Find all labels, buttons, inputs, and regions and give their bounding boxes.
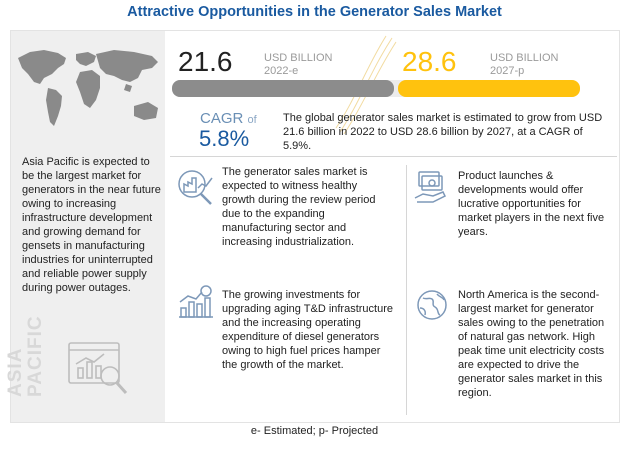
money-hand-icon — [414, 171, 447, 203]
world-map-icon — [18, 50, 158, 126]
market-2027-unit: USD BILLION 2027-p — [490, 52, 558, 78]
analytics-magnifier-icon — [68, 342, 128, 395]
market-2027-year: 2027-p — [490, 65, 525, 77]
market-2022-year: 2022-e — [264, 65, 299, 77]
market-2022-value: 21.6 — [178, 46, 233, 77]
highlight-manufacturing: The generator sales market is expected t… — [222, 166, 376, 248]
asia-pacific-label-line1: ASIA — [5, 347, 26, 397]
horizontal-divider — [170, 156, 617, 157]
cagr-label-text: CAGR — [200, 110, 244, 127]
highlight-product-launches: Product launches & developments would of… — [458, 170, 605, 238]
market-2022-unit-text: USD BILLION — [264, 52, 333, 64]
market-2022-unit: USD BILLION 2022-e — [264, 52, 332, 78]
cagr-value: 5.8% — [199, 126, 250, 151]
asia-pacific-description: Asia Pacific is expected to be the large… — [22, 156, 161, 294]
market-2022-bar-fill — [172, 80, 394, 97]
cagr-of-text: of — [247, 114, 257, 126]
highlight-north-america: North America is the second-largest mark… — [458, 289, 605, 399]
market-2027-unit-text: USD BILLION — [490, 52, 559, 64]
market-2027-bar-fill — [398, 80, 580, 97]
footnote: e- Estimated; p- Projected — [250, 425, 379, 437]
market-summary: The global generator sales market is est… — [283, 112, 603, 152]
highlight-td-investments: The growing investments for upgrading ag… — [222, 289, 394, 371]
page-title: Attractive Opportunities in the Generato… — [127, 4, 502, 20]
factory-growth-icon — [178, 170, 213, 205]
vertical-divider — [406, 165, 407, 415]
cagr-label: CAGR of — [200, 110, 257, 127]
investment-growth-icon — [179, 285, 213, 318]
asia-pacific-label: ASIA PACIFIC — [5, 315, 46, 397]
globe-icon — [417, 290, 447, 320]
asia-pacific-label-line2: PACIFIC — [25, 315, 46, 397]
market-2027-value: 28.6 — [402, 46, 457, 77]
